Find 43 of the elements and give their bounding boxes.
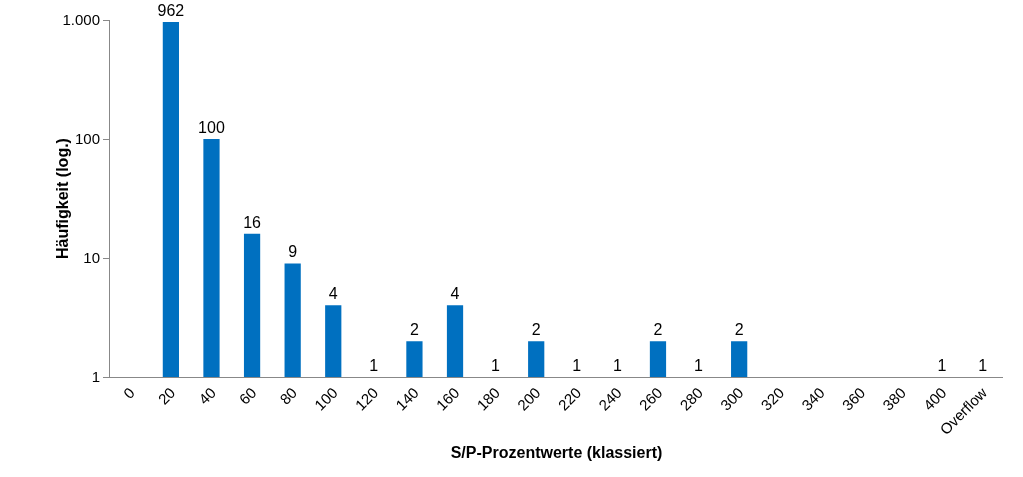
data-label: 1 bbox=[978, 357, 988, 374]
x-tick-label: 280 bbox=[676, 383, 706, 414]
data-label: 1 bbox=[572, 357, 582, 374]
data-label: 1 bbox=[937, 357, 947, 374]
x-tick-label: 380 bbox=[879, 383, 909, 414]
y-tick-label: 1 bbox=[91, 368, 100, 386]
data-label: 1 bbox=[612, 357, 622, 374]
data-label: 1 bbox=[491, 357, 501, 374]
data-label: 1 bbox=[369, 357, 379, 374]
x-tick-label: 100 bbox=[310, 383, 341, 414]
data-label: 2 bbox=[531, 321, 541, 339]
x-tick-label: 40 bbox=[195, 383, 219, 408]
x-tick-label: 320 bbox=[757, 383, 788, 414]
x-tick-label: 180 bbox=[473, 383, 504, 414]
y-tick-label: 1.000 bbox=[62, 11, 100, 29]
x-tick-label: 80 bbox=[276, 383, 301, 408]
x-tick-label: 220 bbox=[554, 383, 585, 414]
x-tick-label: 300 bbox=[716, 383, 747, 414]
data-label: 962 bbox=[157, 2, 185, 19]
x-tick-label: 60 bbox=[235, 383, 260, 408]
y-tick-label: 100 bbox=[74, 130, 100, 148]
x-tick-label: 260 bbox=[635, 383, 666, 414]
x-tick-label: 20 bbox=[154, 383, 179, 408]
x-tick-label: 360 bbox=[838, 383, 869, 414]
x-axis-title: S/P-Prozentwerte (klassiert) bbox=[450, 444, 663, 462]
data-label: 2 bbox=[409, 321, 419, 339]
data-label: 100 bbox=[198, 119, 225, 136]
y-axis-title: Häufigkeit (log.) bbox=[54, 138, 71, 259]
x-tick-label: 200 bbox=[513, 383, 544, 414]
x-tick-label: 120 bbox=[351, 383, 382, 414]
x-tick-label: 160 bbox=[432, 383, 463, 414]
x-tick-label: 0 bbox=[119, 383, 138, 402]
data-label: 2 bbox=[734, 321, 744, 339]
data-label: 2 bbox=[653, 321, 663, 339]
y-tick-label: 10 bbox=[83, 249, 100, 267]
data-label: 9 bbox=[288, 243, 298, 261]
x-tick-label: 240 bbox=[595, 383, 625, 414]
data-label: 16 bbox=[243, 213, 262, 231]
x-tick-label: 140 bbox=[392, 383, 422, 414]
data-label: 4 bbox=[450, 285, 460, 303]
x-tick-label: 340 bbox=[798, 383, 828, 414]
data-label: 4 bbox=[328, 285, 338, 303]
data-label: 1 bbox=[694, 357, 704, 374]
